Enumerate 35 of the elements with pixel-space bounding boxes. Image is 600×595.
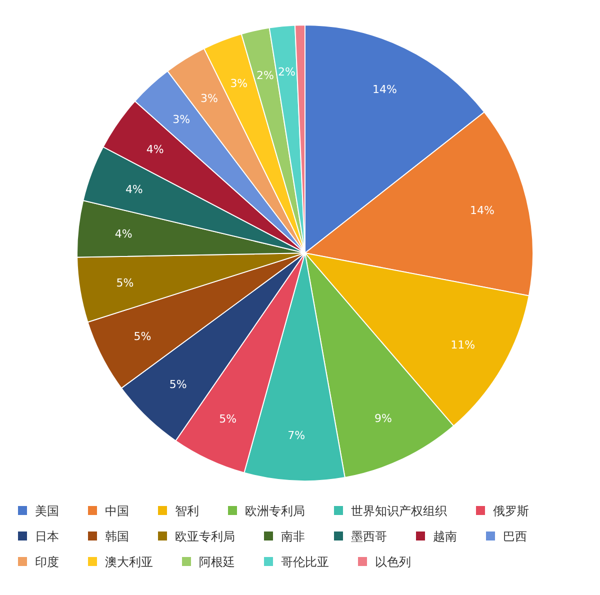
data-label: 5% <box>116 276 134 290</box>
data-label: 2% <box>256 68 274 82</box>
legend-label: 南非 <box>281 530 305 544</box>
legend-label: 中国 <box>105 504 129 518</box>
data-label: 14% <box>372 82 397 96</box>
data-label: 5% <box>169 378 187 391</box>
legend-label: 阿根廷 <box>199 555 235 569</box>
data-label: 9% <box>374 412 392 425</box>
data-label: 5% <box>134 330 152 343</box>
data-label: 11% <box>450 338 476 352</box>
legend-label: 印度 <box>35 555 59 569</box>
legend-label: 巴西 <box>503 530 527 544</box>
legend-label: 欧亚专利局 <box>175 530 235 544</box>
data-label: 4% <box>125 183 143 196</box>
legend-label: 欧洲专利局 <box>245 504 305 518</box>
legend-label: 世界知识产权组织 <box>351 504 447 518</box>
legend-label: 俄罗斯 <box>493 504 529 518</box>
legend-label: 越南 <box>433 530 457 544</box>
legend-label: 日本 <box>35 530 59 544</box>
legend-label: 韩国 <box>105 530 129 544</box>
data-label: 2% <box>278 66 296 79</box>
legend-label: 以色列 <box>375 555 411 569</box>
data-label: 14% <box>470 204 494 217</box>
legend-label: 墨西哥 <box>351 530 387 544</box>
legend-label: 智利 <box>175 504 199 518</box>
legend-label: 美国 <box>35 504 59 518</box>
data-label: 3% <box>172 112 190 126</box>
data-label: 7% <box>288 429 306 442</box>
data-label: 3% <box>230 76 248 90</box>
data-label: 4% <box>114 228 132 241</box>
data-label: 4% <box>146 143 164 156</box>
data-label: 5% <box>219 412 237 426</box>
legend-label: 澳大利亚 <box>105 555 153 569</box>
data-label: 3% <box>200 92 218 105</box>
legend-label: 哥伦比亚 <box>281 555 329 569</box>
